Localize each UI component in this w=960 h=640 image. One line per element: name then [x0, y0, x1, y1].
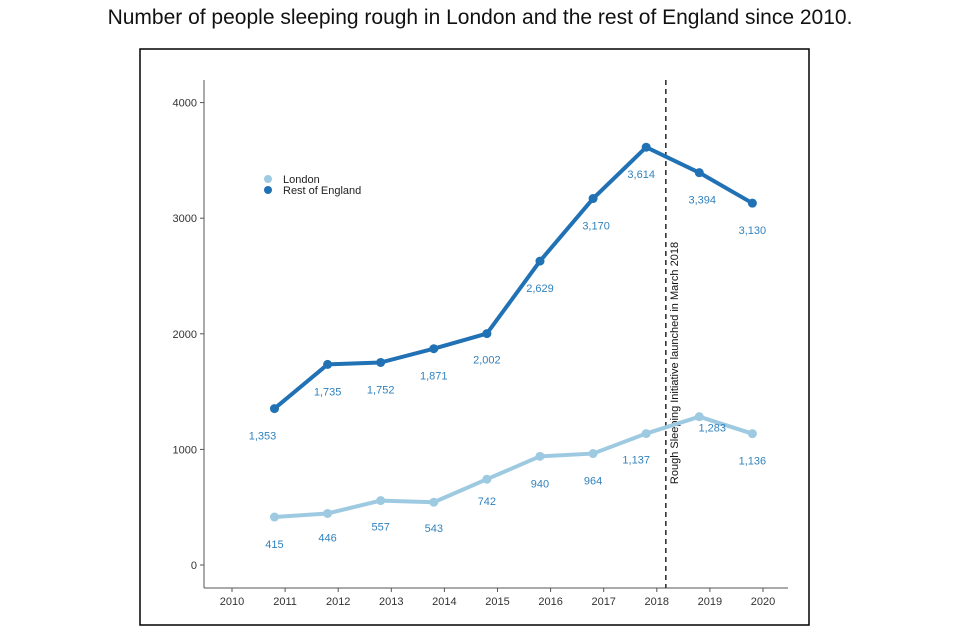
y-tick-label: 3000 [173, 213, 197, 225]
data-point [323, 509, 332, 518]
x-tick-label: 2019 [698, 596, 722, 608]
legend-label: Rest of England [283, 185, 361, 197]
x-tick-label: 2018 [645, 596, 669, 608]
data-label: 3,130 [739, 225, 767, 237]
data-point [429, 498, 438, 507]
data-label: 543 [425, 523, 443, 535]
legend-marker [264, 175, 272, 183]
x-tick-label: 2012 [326, 596, 350, 608]
y-tick-label: 4000 [173, 98, 197, 110]
axes: 0 1000 2000 3000 4000 2010 2011 2012 2013 2014 201… [173, 80, 788, 608]
data-label: 3,394 [689, 195, 717, 207]
data-label: 557 [372, 522, 390, 534]
data-point [482, 475, 491, 484]
y-tick-label: 2000 [173, 329, 197, 341]
data-label: 1,735 [314, 386, 342, 398]
series-layer: 415 446 557 543 742 940 964 1,137 1,283 1,136 1,35… [249, 143, 766, 551]
data-point [642, 143, 651, 152]
data-point [589, 449, 598, 458]
data-label: 1,137 [622, 455, 650, 467]
data-label: 2,629 [526, 283, 554, 295]
y-tick-label: 0 [191, 560, 197, 572]
x-tick-label: 2014 [432, 596, 456, 608]
x-tick-label: 2016 [538, 596, 562, 608]
data-point [748, 199, 757, 208]
data-point [376, 358, 385, 367]
data-label: 446 [318, 532, 336, 544]
x-tick-label: 2020 [751, 596, 775, 608]
data-label: 3,614 [627, 169, 655, 181]
legend-marker [264, 186, 272, 194]
y-tick-label: 1000 [173, 444, 197, 456]
data-point [270, 404, 279, 413]
data-point [535, 257, 544, 266]
x-tick-label: 2015 [485, 596, 509, 608]
data-point [748, 429, 757, 438]
data-point [323, 360, 332, 369]
data-label: 742 [478, 496, 496, 508]
data-point [589, 194, 598, 203]
data-label: 1,136 [739, 456, 767, 468]
data-point [695, 412, 704, 421]
x-tick-label: 2013 [379, 596, 403, 608]
data-label: 1,752 [367, 384, 395, 396]
data-point [535, 452, 544, 461]
data-point [429, 344, 438, 353]
data-point [482, 329, 491, 338]
data-point [695, 168, 704, 177]
data-label: 1,353 [249, 431, 277, 443]
data-label: 1,283 [699, 423, 727, 435]
data-point [376, 496, 385, 505]
series-london: 415 446 557 543 742 940 964 1,137 1,283 1,136 [265, 412, 766, 551]
data-point [270, 513, 279, 522]
data-point [642, 429, 651, 438]
x-tick-label: 2011 [273, 596, 297, 608]
data-label: 1,871 [420, 371, 448, 383]
x-tick-label: 2017 [591, 596, 615, 608]
data-label: 3,170 [582, 221, 610, 233]
x-tick-label: 2010 [220, 596, 244, 608]
data-label: 415 [265, 539, 283, 551]
data-label: 2,002 [473, 355, 501, 367]
data-label: 940 [531, 478, 549, 490]
data-label: 964 [584, 476, 602, 488]
initiative-annotation-label: Rough Sleeping Initiative launched in Ma… [669, 242, 681, 484]
